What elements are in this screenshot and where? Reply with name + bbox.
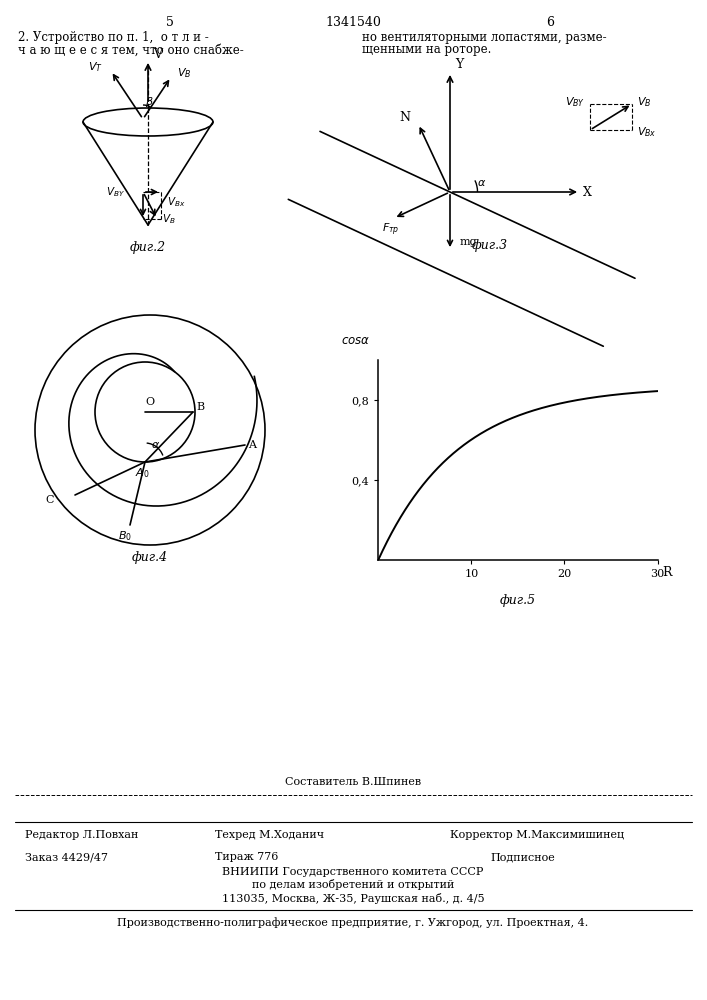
Text: $\alpha$: $\alpha$ [151, 440, 160, 450]
Text: ч а ю щ е е с я тем, что оно снабже-: ч а ю щ е е с я тем, что оно снабже- [18, 43, 244, 56]
Text: $A_0$: $A_0$ [135, 466, 149, 480]
Text: A: A [248, 440, 256, 450]
Text: Тираж 776: Тираж 776 [215, 852, 279, 862]
Text: $V_B$: $V_B$ [637, 95, 651, 109]
Text: 2. Устройство по п. 1,  о т л и -: 2. Устройство по п. 1, о т л и - [18, 31, 209, 44]
Text: mg: mg [460, 237, 478, 247]
Text: по делам изобретений и открытий: по делам изобретений и открытий [252, 880, 454, 890]
Text: фиг.2: фиг.2 [130, 240, 166, 253]
Text: фиг.3: фиг.3 [472, 238, 508, 251]
Text: N: N [399, 111, 410, 124]
Text: $V_{Bx}$: $V_{Bx}$ [167, 195, 185, 209]
Text: Y: Y [455, 58, 463, 72]
Text: фиг.4: фиг.4 [132, 552, 168, 564]
Text: $B_0$: $B_0$ [118, 529, 132, 543]
Text: V: V [153, 48, 162, 62]
Text: $V_B$: $V_B$ [162, 212, 175, 226]
Text: Корректор М.Максимишинец: Корректор М.Максимишинец [450, 830, 624, 840]
Text: Заказ 4429/47: Заказ 4429/47 [25, 852, 108, 862]
Text: 113035, Москва, Ж-35, Раушская наб., д. 4/5: 113035, Москва, Ж-35, Раушская наб., д. … [222, 892, 484, 904]
Text: фиг.5: фиг.5 [500, 594, 536, 607]
Text: 5: 5 [166, 15, 174, 28]
Text: но вентиляторными лопастями, разме-: но вентиляторными лопастями, разме- [362, 31, 607, 44]
Text: $V_{BY}$: $V_{BY}$ [106, 185, 125, 199]
Text: $\alpha$: $\alpha$ [477, 178, 486, 188]
Text: ВНИИПИ Государственного комитета СССР: ВНИИПИ Государственного комитета СССР [222, 867, 484, 877]
Text: Техред М.Ходанич: Техред М.Ходанич [215, 830, 324, 840]
Text: Подписное: Подписное [490, 852, 555, 862]
Text: $cos\alpha$: $cos\alpha$ [341, 334, 370, 347]
Text: Производственно-полиграфическое предприятие, г. Ужгород, ул. Проектная, 4.: Производственно-полиграфическое предприя… [117, 918, 589, 928]
Text: $V_{Bx}$: $V_{Bx}$ [637, 125, 657, 139]
Text: 6: 6 [546, 15, 554, 28]
Text: $V_T$: $V_T$ [88, 60, 103, 74]
Text: X: X [583, 186, 592, 198]
Text: Редактор Л.Повхан: Редактор Л.Повхан [25, 830, 139, 840]
Text: $V_{BY}$: $V_{BY}$ [565, 95, 585, 109]
Text: $V_B$: $V_B$ [177, 66, 192, 80]
Text: 1341540: 1341540 [325, 15, 381, 28]
Text: $F_{тр}$: $F_{тр}$ [382, 222, 399, 238]
Text: B: B [196, 402, 204, 412]
Text: $\beta$: $\beta$ [145, 95, 153, 109]
Text: щенными на роторе.: щенными на роторе. [362, 43, 491, 56]
Text: Составитель В.Шпинев: Составитель В.Шпинев [285, 777, 421, 787]
Text: R: R [662, 566, 672, 579]
Text: O: O [146, 397, 155, 407]
Text: C: C [46, 495, 54, 505]
